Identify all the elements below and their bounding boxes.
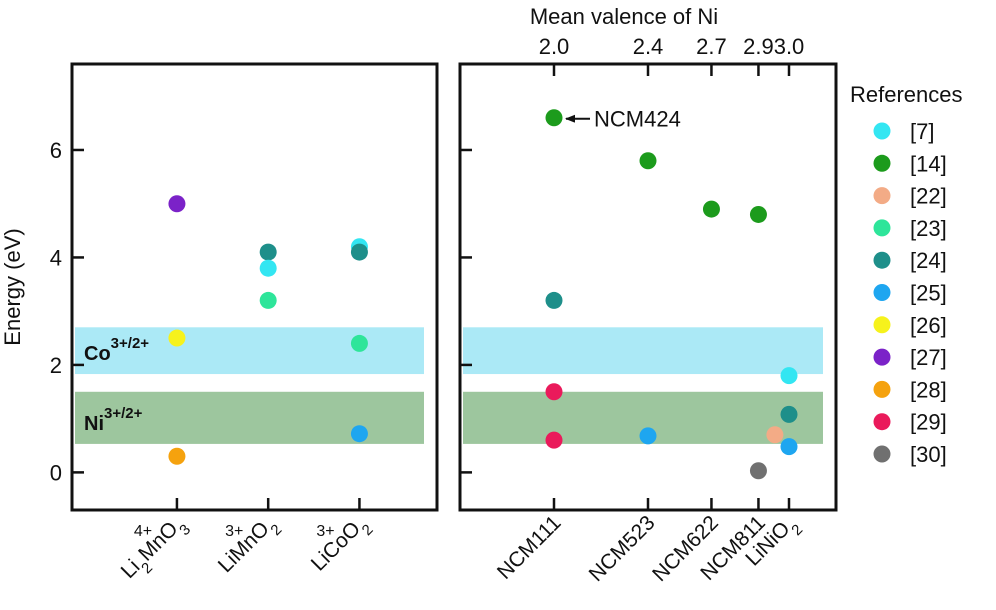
legend-title: References [850, 82, 963, 107]
bands-layer [75, 327, 823, 444]
category-charge-licoo2: 3+ [316, 523, 334, 540]
legend-label-25: [25] [910, 281, 947, 306]
data-point-ref-29 [545, 383, 563, 401]
category-label-licoo2: LiCoO2 [307, 511, 377, 581]
category-label-li2mno3: Li2MnO3 [117, 511, 194, 588]
top-tick-label: 2.0 [539, 34, 570, 59]
legend-marker-27 [873, 348, 891, 366]
top-tick-label: 2.7 [696, 34, 727, 59]
category-charge-li2mno3: 4+ [134, 523, 152, 540]
data-point-ref-25 [639, 427, 657, 445]
data-point-ref-14 [702, 200, 720, 218]
category-label-ncm523: NCM523 [585, 511, 660, 586]
y-tick-label: 2 [50, 353, 62, 378]
left-panel-co-band [75, 327, 424, 375]
data-point-ref-25 [780, 438, 798, 456]
data-point-ref-27 [168, 195, 186, 213]
top-tick-label: 2.9 [743, 34, 774, 59]
y-tick-label: 0 [50, 460, 62, 485]
data-point-ref-29 [545, 431, 563, 449]
top-tick-label: 3.0 [774, 34, 805, 59]
top-tick-label: 2.4 [633, 34, 664, 59]
data-point-ref-24 [350, 243, 368, 261]
data-point-ref-25 [350, 425, 368, 443]
legend-marker-22 [873, 187, 891, 205]
legend-label-28: [28] [910, 377, 947, 402]
category-label-ncm523-part: NCM523 [585, 511, 660, 586]
legend-label-23: [23] [910, 216, 947, 241]
axes-layer [70, 62, 838, 512]
data-point-ref-30 [749, 462, 767, 480]
right-panel-co-band [463, 327, 823, 375]
ni-band-charge: 3+/2+ [104, 405, 143, 422]
ni-band-label: Ni3+/2+ [84, 405, 143, 435]
category-label-ncm111: NCM111 [493, 511, 566, 584]
y-tick-label: 4 [50, 245, 62, 270]
co-band-charge: 3+/2+ [111, 335, 150, 352]
co-band-label: Co3+/2+ [84, 335, 149, 365]
data-point-ref-24 [545, 291, 563, 309]
legend-marker-28 [873, 380, 891, 398]
legend-label-30: [30] [910, 442, 947, 467]
data-point-ref-24 [259, 243, 277, 261]
legend-label-27: [27] [910, 345, 947, 370]
category-label-ncm111-part: NCM111 [493, 511, 566, 584]
legend-marker-14 [873, 154, 891, 172]
data-point-ref-14 [749, 205, 767, 223]
legend-label-24: [24] [910, 248, 947, 273]
y-tick-label: 6 [50, 138, 62, 163]
data-point-ref-7 [259, 259, 277, 277]
data-point-ref-22 [766, 426, 784, 444]
y-axis-title: Energy (eV) [0, 228, 25, 345]
data-point-ref-23 [259, 291, 277, 309]
data-point-ref-24 [780, 405, 798, 423]
legend-marker-30 [873, 445, 891, 463]
data-point-ref-26 [168, 329, 186, 347]
annotation-label: NCM424 [594, 107, 681, 132]
category-label-limno2: LiMnO2 [214, 511, 285, 582]
points-layer [168, 109, 798, 480]
legend-marker-7 [873, 122, 891, 140]
ni-band-ion: Ni [84, 413, 104, 435]
legend-label-7: [7] [910, 119, 934, 144]
legend-marker-23 [873, 219, 891, 237]
legend-label-22: [22] [910, 184, 947, 209]
data-point-ref-14 [639, 152, 657, 170]
category-label-limno2-part: LiMnO [214, 517, 274, 577]
category-label-li2mno3-part: Li [117, 555, 145, 583]
legend-marker-24 [873, 251, 891, 269]
top-axis-title: Mean valence of Ni [530, 4, 718, 29]
legend-label-14: [14] [910, 151, 947, 176]
legend-label-26: [26] [910, 313, 947, 338]
data-point-ref-23 [350, 334, 368, 352]
legend-layer: References [7] [14] [22] [23] [24] [25] [26] [27… [850, 82, 963, 467]
legend-marker-26 [873, 316, 891, 334]
legend-marker-25 [873, 284, 891, 301]
category-charge-limno2: 3+ [225, 523, 243, 540]
data-point-ref-14 [545, 109, 563, 127]
legend-label-29: [29] [910, 410, 947, 435]
data-point-ref-7 [780, 367, 798, 385]
data-point-ref-28 [168, 447, 186, 465]
co-band-ion: Co [84, 343, 111, 365]
left-panel-frame [70, 62, 439, 512]
legend-marker-29 [873, 413, 891, 431]
